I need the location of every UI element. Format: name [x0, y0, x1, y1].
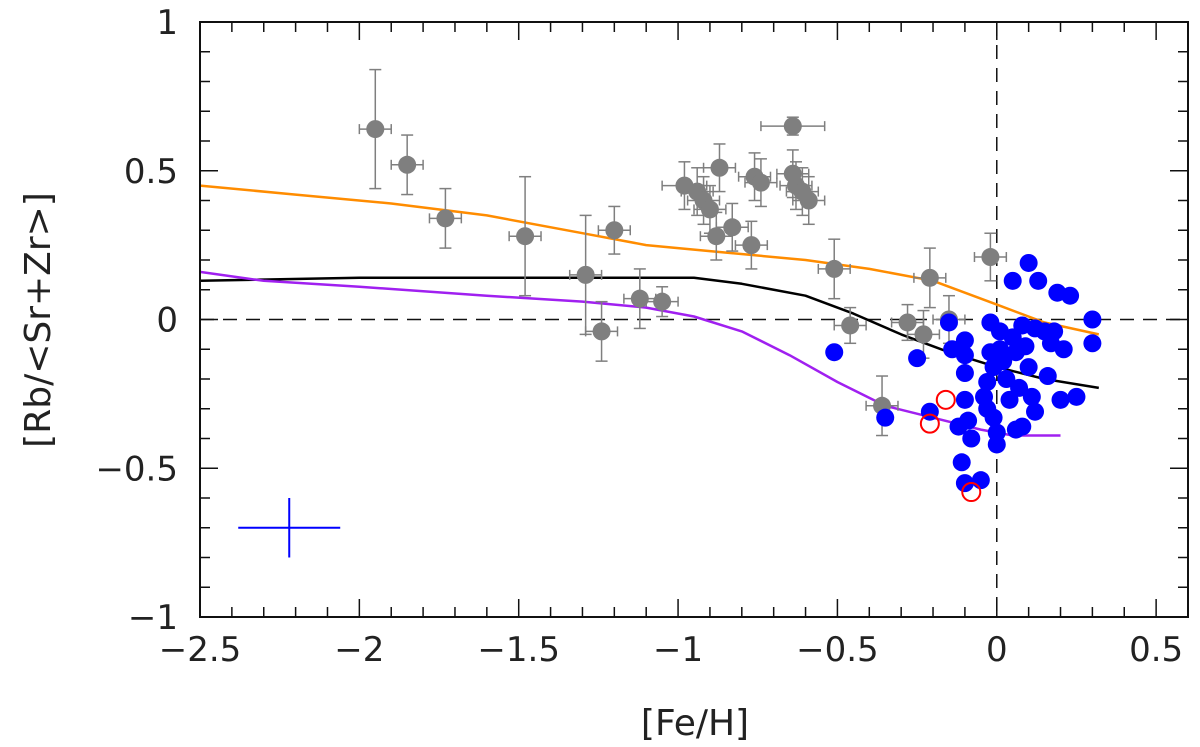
blue-data-point	[952, 453, 971, 472]
gray-data-point	[841, 316, 860, 335]
blue-data-point	[1083, 334, 1102, 353]
tick-labels-layer: −2.5 −2 −1.5 −1 −0.5 0 0.5 −1 −0.5 0 0.5 1	[95, 3, 1183, 670]
blue-data-point	[1029, 271, 1048, 290]
blue-data-point	[1045, 322, 1064, 341]
blue-data-point	[1019, 253, 1038, 272]
blue-data-point	[1067, 387, 1086, 406]
blue-data-point	[955, 474, 974, 493]
blue-data-point	[955, 364, 974, 383]
gray-data-point	[630, 289, 649, 308]
blue-data-point	[997, 370, 1016, 388]
gray-data-point	[920, 268, 939, 287]
blue-data-point	[984, 408, 1003, 427]
x-tick-label: −1	[653, 630, 703, 670]
x-tick-label: −2.5	[159, 630, 242, 670]
blue-data-point	[1016, 337, 1035, 356]
gray-data-point	[436, 209, 455, 228]
gray-data-point	[799, 191, 818, 210]
gray-data-point	[751, 173, 770, 192]
reference-lines-layer	[200, 22, 1188, 617]
gray-data-point	[653, 292, 672, 311]
y-tick-label: 0.5	[124, 152, 178, 192]
gray-data-point	[605, 221, 624, 240]
ticks-layer	[199, 21, 1189, 618]
blue-data-point	[987, 435, 1006, 454]
x-tick-label: −1.5	[477, 630, 560, 670]
blue-data-point	[955, 331, 974, 350]
blue-data-point	[1083, 310, 1102, 329]
blue-data-point	[962, 429, 981, 448]
y-tick-label: 0	[156, 301, 178, 341]
blue-data-point	[1051, 390, 1070, 409]
gray-data-point	[398, 155, 417, 174]
blue-data-point	[1022, 387, 1041, 406]
x-tick-label: −0.5	[796, 630, 879, 670]
blue-data-point	[978, 372, 997, 391]
blue-data-point	[955, 390, 974, 409]
gray-data-point	[592, 322, 611, 341]
x-axis-title: [Fe/H]	[641, 703, 749, 744]
gray-data-point	[516, 227, 535, 246]
blue-data-point	[876, 408, 895, 427]
gray-data-point	[707, 227, 726, 246]
gray-data-point	[981, 248, 1000, 267]
y-tick-label: −0.5	[95, 449, 178, 489]
gray-data-point	[742, 236, 761, 255]
markers-layer	[366, 117, 1102, 503]
gray-data-point	[723, 218, 742, 237]
blue-data-point	[994, 352, 1013, 371]
red-open-point	[935, 389, 956, 410]
gray-data-point	[366, 120, 385, 139]
x-tick-label: 0	[986, 630, 1008, 670]
red-open-point	[961, 482, 982, 503]
y-tick-label: 1	[156, 3, 178, 43]
orange-model-line	[199, 184, 1100, 336]
blue-data-point	[959, 411, 978, 430]
blue-data-point	[1013, 417, 1032, 436]
y-axis-title: [Rb/<Sr+Zr>]	[18, 192, 59, 448]
blue-data-point	[1061, 286, 1080, 305]
blue-data-point	[908, 349, 927, 368]
blue-data-point	[939, 313, 958, 332]
blue-data-point	[1054, 340, 1073, 359]
blue-data-point	[1038, 367, 1057, 386]
gray-data-point	[898, 313, 917, 332]
blue-data-point	[955, 346, 974, 365]
red-open-point	[919, 413, 940, 434]
blue-data-point	[1026, 402, 1045, 421]
gray-data-point	[783, 117, 802, 136]
blue-data-point	[825, 343, 844, 362]
blue-data-point	[1010, 378, 1029, 397]
error-bars-layer	[358, 68, 1008, 437]
blue-data-point	[1019, 358, 1038, 377]
blue-data-point	[971, 471, 990, 490]
error-cross-layer	[238, 498, 341, 558]
blue-data-point	[1003, 271, 1022, 290]
gray-data-point	[914, 325, 933, 344]
x-tick-label: −2	[334, 630, 384, 670]
y-tick-label: −1	[128, 598, 178, 638]
x-tick-label: 0.5	[1129, 630, 1183, 670]
gray-data-point	[825, 259, 844, 278]
gray-data-point	[710, 158, 729, 177]
gray-data-point	[576, 265, 595, 284]
gray-data-point	[700, 200, 719, 219]
